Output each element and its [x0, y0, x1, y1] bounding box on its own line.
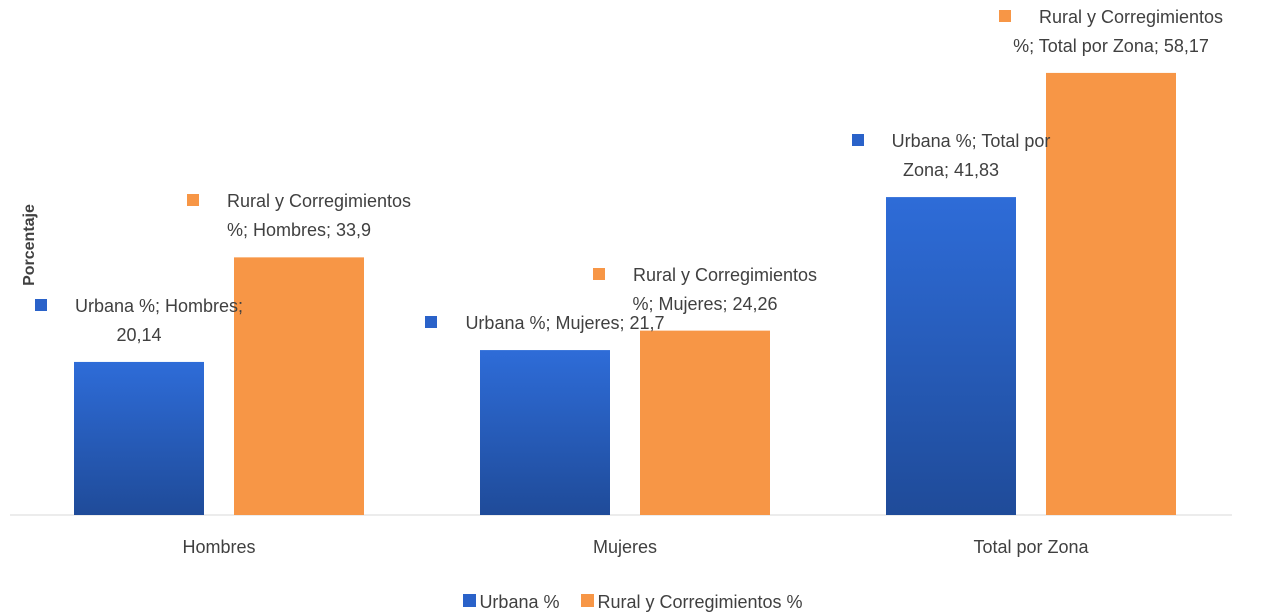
data-label-text: Urbana %; Mujeres; 21,7 — [465, 313, 665, 334]
bar — [480, 350, 610, 515]
data-label-text: Urbana %; Total por Zona; 41,83 — [891, 131, 1051, 181]
data-label-text: Rural y Corregimientos %; Mujeres; 24,26 — [632, 264, 818, 314]
legend-key — [186, 194, 199, 207]
legend-item: Rural y Corregimientos % — [581, 590, 803, 613]
data-label: Urbana %; Hombres; 20,14 — [19, 292, 259, 350]
bar — [640, 330, 770, 515]
x-tick-label: Hombres — [182, 537, 255, 557]
bar — [74, 361, 204, 515]
bar — [886, 197, 1016, 516]
data-label: Urbana %; Total por Zona; 41,83 — [831, 127, 1071, 185]
data-label-text: Urbana %; Hombres; 20,14 — [74, 295, 244, 345]
bar — [234, 257, 364, 515]
legend-label: Rural y Corregimientos % — [597, 592, 803, 612]
legend-swatch — [463, 594, 477, 607]
bar — [1046, 72, 1176, 516]
data-label: Rural y Corregimientos %; Hombres; 33,9 — [179, 187, 419, 245]
legend-key — [425, 316, 438, 329]
x-tick-label: Total por Zona — [973, 537, 1089, 557]
legend-key — [592, 267, 605, 280]
data-label-text: Rural y Corregimientos %; Total por Zona… — [1013, 6, 1224, 56]
x-tick-label: Mujeres — [593, 537, 657, 557]
data-label: Rural y Corregimientos %; Mujeres; 24,26 — [585, 261, 825, 319]
legend-key — [998, 9, 1011, 22]
legend: Urbana % Rural y Corregimientos % — [0, 590, 1288, 613]
data-label: Rural y Corregimientos %; Total por Zona… — [991, 3, 1231, 61]
legend-label: Urbana % — [479, 592, 560, 612]
legend-item: Urbana % — [463, 590, 559, 613]
legend-key — [34, 298, 47, 311]
legend-swatch — [581, 594, 595, 607]
data-label-text: Rural y Corregimientos %; Hombres; 33,9 — [226, 191, 412, 241]
y-axis-label: Porcentaje — [21, 204, 38, 286]
legend-key — [851, 134, 864, 147]
data-label: Urbana %; Mujeres; 21,7 — [425, 309, 665, 338]
